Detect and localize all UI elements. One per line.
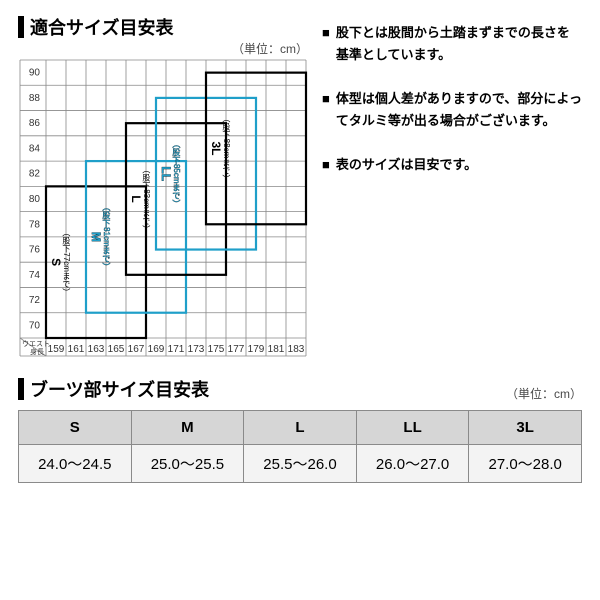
- svg-text:身長: 身長: [30, 347, 44, 356]
- boot-data-cell: 25.5〜26.0: [244, 445, 357, 483]
- svg-text:S: S: [49, 258, 63, 266]
- svg-text:（股下83cmまで）: （股下83cmまで）: [142, 165, 151, 233]
- title-mark-icon: [18, 16, 24, 38]
- svg-text:（股下88cmまで）: （股下88cmまで）: [222, 115, 231, 183]
- svg-text:78: 78: [29, 219, 41, 230]
- svg-text:M: M: [89, 232, 103, 242]
- boot-data-cell: 27.0〜28.0: [469, 445, 582, 483]
- boot-table-header-row: SMLLL3L: [19, 411, 582, 445]
- notes-column: ■ 股下とは股間から土踏まずまでの長さを基準としています。 ■ 体型は個人差があ…: [322, 14, 582, 358]
- boot-data-cell: 26.0〜27.0: [356, 445, 469, 483]
- svg-text:74: 74: [29, 270, 41, 281]
- svg-text:（股下85cmまで）: （股下85cmまで）: [172, 140, 181, 208]
- note-2: ■ 体型は個人差がありますので、部分によってタルミ等が出る場合がございます。: [322, 88, 582, 132]
- unit-label-top: （単位：cm）: [232, 40, 308, 57]
- boot-header-cell: M: [131, 411, 244, 445]
- title-2: ブーツ部サイズ目安表: [30, 376, 209, 402]
- chart-header: 適合サイズ目安表 （単位：cm）: [18, 14, 308, 40]
- boot-table-data-row: 24.0〜24.525.0〜25.525.5〜26.026.0〜27.027.0…: [19, 445, 582, 483]
- boot-size-table: SMLLL3L 24.0〜24.525.0〜25.525.5〜26.026.0〜…: [18, 410, 582, 483]
- title-mark-icon: [18, 378, 24, 400]
- svg-text:159: 159: [48, 344, 65, 355]
- svg-text:LL: LL: [159, 166, 173, 181]
- svg-text:76: 76: [29, 245, 41, 256]
- svg-text:72: 72: [29, 295, 41, 306]
- svg-text:3L: 3L: [209, 141, 223, 155]
- svg-text:（股下77cmまで）: （股下77cmまで）: [62, 228, 71, 296]
- boot-header-cell: LL: [356, 411, 469, 445]
- unit-label-bottom: （単位：cm）: [506, 385, 582, 402]
- svg-text:L: L: [129, 195, 143, 202]
- bottom-section: ブーツ部サイズ目安表 （単位：cm） SMLLL3L 24.0〜24.525.0…: [0, 366, 600, 483]
- svg-text:175: 175: [208, 344, 225, 355]
- note-3: ■ 表のサイズは目安です。: [322, 154, 582, 176]
- svg-text:173: 173: [188, 344, 205, 355]
- title-bar-2: ブーツ部サイズ目安表: [18, 376, 209, 402]
- bottom-header: ブーツ部サイズ目安表 （単位：cm）: [18, 376, 582, 402]
- size-chart-svg: 70 72 74 76 78 80 82 84 86 88 90 159161163165167169…: [18, 58, 308, 358]
- svg-text:70: 70: [29, 320, 41, 331]
- note-3-text: 表のサイズは目安です。: [336, 154, 477, 176]
- svg-text:ウエスト: ウエスト: [22, 340, 50, 348]
- svg-text:88: 88: [29, 93, 41, 104]
- boot-data-cell: 25.0〜25.5: [131, 445, 244, 483]
- svg-text:171: 171: [168, 344, 185, 355]
- note-1: ■ 股下とは股間から土踏まずまでの長さを基準としています。: [322, 22, 582, 66]
- chart-column: 適合サイズ目安表 （単位：cm） 70 72 74 76 78 80 82 84 86 88 90 1…: [18, 14, 308, 358]
- svg-text:179: 179: [248, 344, 265, 355]
- note-2-text: 体型は個人差がありますので、部分によってタルミ等が出る場合がございます。: [336, 88, 582, 132]
- bullet-icon: ■: [322, 22, 330, 44]
- svg-text:165: 165: [108, 344, 125, 355]
- svg-text:86: 86: [29, 118, 41, 129]
- svg-text:169: 169: [148, 344, 165, 355]
- boot-header-cell: L: [244, 411, 357, 445]
- boot-header-cell: 3L: [469, 411, 582, 445]
- boot-data-cell: 24.0〜24.5: [19, 445, 132, 483]
- bullet-icon: ■: [322, 154, 330, 176]
- svg-text:183: 183: [288, 344, 305, 355]
- svg-text:161: 161: [68, 344, 85, 355]
- svg-text:80: 80: [29, 194, 41, 205]
- svg-text:（股下81cmまで）: （股下81cmまで）: [102, 203, 111, 271]
- svg-text:84: 84: [29, 143, 41, 154]
- note-1-text: 股下とは股間から土踏まずまでの長さを基準としています。: [336, 22, 582, 66]
- boot-header-cell: S: [19, 411, 132, 445]
- svg-text:90: 90: [29, 68, 41, 79]
- title-bar-1: 適合サイズ目安表: [18, 14, 308, 40]
- svg-text:167: 167: [128, 344, 145, 355]
- size-chart: 70 72 74 76 78 80 82 84 86 88 90 159161163165167169…: [18, 58, 308, 358]
- svg-text:177: 177: [228, 344, 245, 355]
- top-section: 適合サイズ目安表 （単位：cm） 70 72 74 76 78 80 82 84 86 88 90 1…: [0, 0, 600, 366]
- title-1: 適合サイズ目安表: [30, 14, 173, 40]
- svg-text:181: 181: [268, 344, 285, 355]
- bullet-icon: ■: [322, 88, 330, 110]
- svg-text:82: 82: [29, 169, 41, 180]
- svg-text:163: 163: [88, 344, 105, 355]
